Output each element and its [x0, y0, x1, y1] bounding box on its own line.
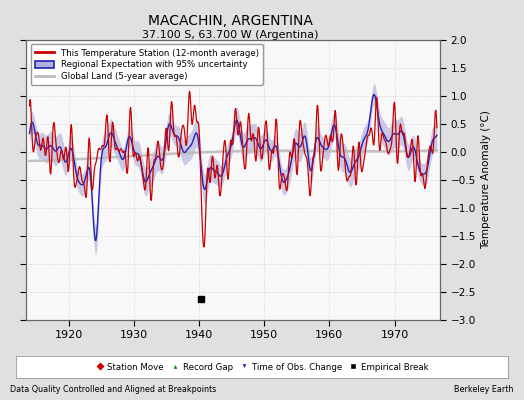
Legend: This Temperature Station (12-month average), Regional Expectation with 95% uncer: This Temperature Station (12-month avera… [30, 44, 263, 85]
Legend: Station Move, Record Gap, Time of Obs. Change, Empirical Break: Station Move, Record Gap, Time of Obs. C… [92, 359, 432, 375]
Text: MACACHIN, ARGENTINA: MACACHIN, ARGENTINA [148, 14, 313, 28]
Text: Data Quality Controlled and Aligned at Breakpoints: Data Quality Controlled and Aligned at B… [10, 385, 217, 394]
Y-axis label: Temperature Anomaly (°C): Temperature Anomaly (°C) [482, 110, 492, 250]
Text: Berkeley Earth: Berkeley Earth [454, 385, 514, 394]
Text: 37.100 S, 63.700 W (Argentina): 37.100 S, 63.700 W (Argentina) [143, 30, 319, 40]
